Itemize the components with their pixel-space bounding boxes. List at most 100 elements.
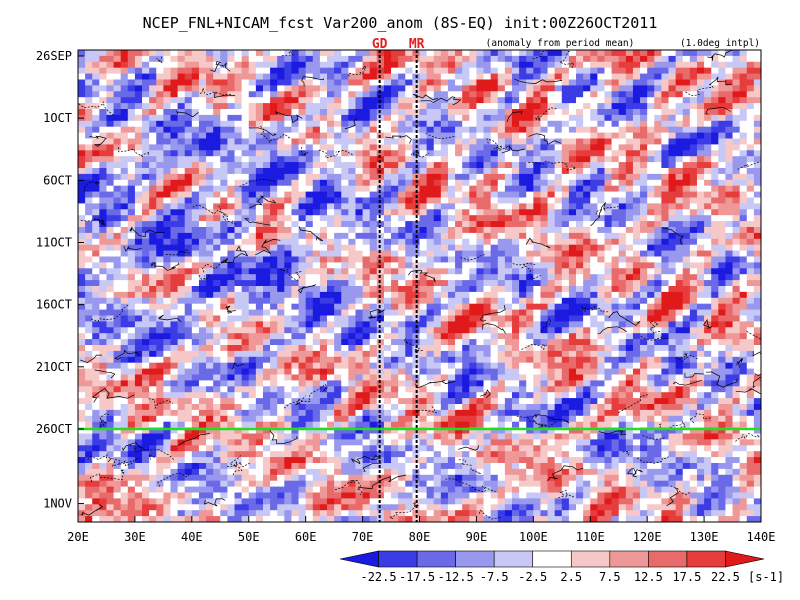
field-cell xyxy=(440,55,449,63)
field-cell xyxy=(696,339,705,346)
field-cell xyxy=(533,191,542,199)
field-cell xyxy=(362,250,371,258)
field-cell xyxy=(85,168,93,175)
field-cell xyxy=(583,309,591,317)
field-cell xyxy=(262,162,271,169)
field-cell xyxy=(490,215,499,222)
field-cell xyxy=(540,144,549,151)
field-cell xyxy=(255,256,264,263)
field-cell xyxy=(725,232,734,240)
field-cell xyxy=(184,339,193,346)
field-cell xyxy=(426,256,435,263)
field-cell xyxy=(198,168,207,175)
field-cell xyxy=(227,286,236,293)
field-cell xyxy=(668,162,677,169)
field-cell xyxy=(78,61,86,69)
field-cell xyxy=(319,309,328,317)
field-cell xyxy=(156,309,164,317)
field-cell xyxy=(490,333,499,340)
field-cell xyxy=(611,114,620,122)
field-cell xyxy=(127,144,136,151)
field-cell xyxy=(312,350,321,358)
field-cell xyxy=(405,61,413,69)
field-cell xyxy=(732,280,741,287)
field-cell xyxy=(511,55,520,63)
field-cell xyxy=(526,215,534,222)
field-cell xyxy=(440,350,449,358)
field-cell xyxy=(533,309,542,317)
field-cell xyxy=(618,67,627,75)
field-cell xyxy=(689,350,698,358)
field-cell xyxy=(127,227,136,234)
field-cell xyxy=(504,209,513,216)
field-cell xyxy=(319,79,328,86)
field-cell xyxy=(334,232,342,240)
field-cell xyxy=(568,345,577,352)
field-cell xyxy=(92,315,100,322)
field-cell xyxy=(163,286,172,293)
field-cell xyxy=(348,315,357,322)
field-cell xyxy=(383,250,392,258)
field-cell xyxy=(106,350,115,358)
field-cell xyxy=(561,244,570,252)
field-cell xyxy=(206,309,214,317)
field-cell xyxy=(647,268,655,275)
field-cell xyxy=(618,173,627,181)
field-cell xyxy=(305,185,314,193)
field-cell xyxy=(511,132,520,140)
field-cell xyxy=(533,339,542,346)
field-cell xyxy=(455,191,463,199)
field-cell xyxy=(725,126,734,134)
field-cell xyxy=(554,120,563,128)
field-cell xyxy=(355,321,364,328)
field-cell xyxy=(689,156,698,163)
field-cell xyxy=(497,268,506,275)
field-cell xyxy=(92,150,100,157)
field-cell xyxy=(305,203,314,210)
field-cell xyxy=(476,268,485,275)
field-cell xyxy=(213,297,221,305)
field-cell xyxy=(462,339,470,346)
field-cell xyxy=(419,61,428,69)
field-cell xyxy=(533,321,542,328)
field-cell xyxy=(334,297,342,305)
field-cell xyxy=(554,262,563,269)
field-cell xyxy=(561,303,570,311)
field-cell xyxy=(661,91,670,98)
field-cell xyxy=(334,61,342,69)
field-cell xyxy=(362,215,371,222)
field-cell xyxy=(440,179,449,187)
field-cell xyxy=(511,286,520,293)
field-cell xyxy=(319,61,328,69)
field-cell xyxy=(519,232,527,240)
field-cell xyxy=(327,120,335,128)
field-cell xyxy=(284,191,293,199)
field-cell xyxy=(134,232,143,240)
field-cell xyxy=(711,250,719,258)
field-cell xyxy=(483,303,492,311)
field-cell xyxy=(462,232,470,240)
field-cell xyxy=(170,120,179,128)
field-cell xyxy=(156,126,164,134)
field-cell xyxy=(99,309,108,317)
field-cell xyxy=(711,280,719,287)
field-cell xyxy=(739,339,748,346)
field-cell xyxy=(604,179,613,187)
field-cell xyxy=(327,209,335,216)
field-cell xyxy=(455,256,463,263)
field-cell xyxy=(405,232,413,240)
field-cell xyxy=(533,162,542,169)
field-cell xyxy=(625,256,634,263)
field-cell xyxy=(675,250,684,258)
field-cell xyxy=(526,262,534,269)
field-cell xyxy=(134,209,143,216)
field-cell xyxy=(241,185,250,193)
field-cell xyxy=(262,132,271,140)
field-cell xyxy=(298,85,307,92)
field-cell xyxy=(383,191,392,199)
field-cell xyxy=(78,244,86,252)
field-cell xyxy=(405,327,413,334)
field-cell xyxy=(753,221,761,228)
field-cell xyxy=(661,327,670,334)
field-cell xyxy=(362,232,371,240)
